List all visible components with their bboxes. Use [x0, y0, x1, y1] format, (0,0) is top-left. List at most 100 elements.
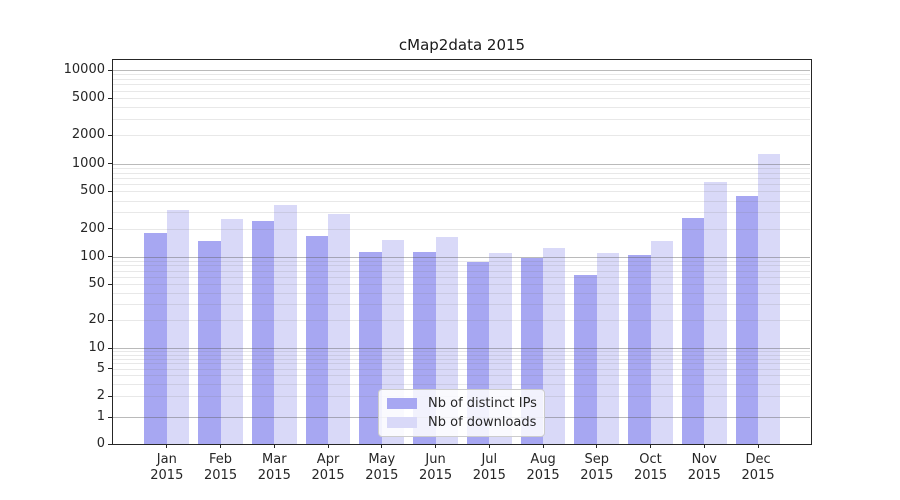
x-tick-month: May: [368, 452, 396, 467]
minor-gridline: [113, 284, 810, 286]
bar-distinct-ips-apr: [305, 235, 329, 444]
chart-title: cMap2data 2015: [398, 36, 526, 54]
x-tick-mark: [703, 444, 705, 448]
y-tick-mark: [108, 97, 112, 99]
x-tick-label: Feb 2015: [193, 452, 249, 484]
x-tick-year: 2015: [311, 468, 345, 483]
y-tick-label: 10000: [63, 62, 105, 77]
minor-gridline: [113, 354, 810, 356]
bar-distinct-ips-jan: [144, 233, 167, 444]
y-tick-mark: [108, 347, 112, 349]
legend-entry-downloads: Nb of downloads: [387, 413, 536, 432]
x-tick-year: 2015: [741, 468, 775, 483]
bar-downloads-nov: [704, 182, 727, 444]
bar-distinct-ips-sep: [574, 275, 597, 444]
bar-downloads-sep: [596, 253, 620, 444]
minor-gridline: [113, 184, 810, 186]
minor-gridline: [113, 79, 810, 81]
minor-gridline: [113, 228, 810, 230]
bar-distinct-ips-oct: [628, 255, 651, 444]
minor-gridline: [113, 135, 810, 137]
x-tick-year: 2015: [634, 468, 668, 483]
x-tick-mark: [757, 444, 759, 448]
minor-gridline: [113, 84, 810, 86]
minor-gridline: [113, 375, 810, 377]
y-tick-label: 5: [96, 360, 105, 376]
minor-gridline: [113, 212, 810, 214]
y-tick-mark: [108, 163, 112, 164]
x-tick-mark: [542, 444, 544, 448]
minor-gridline: [113, 107, 810, 109]
x-tick-month: Oct: [639, 452, 662, 467]
legend-label-downloads: Nb of downloads: [428, 415, 537, 430]
major-gridline: [113, 348, 810, 349]
x-tick-year: 2015: [365, 468, 399, 483]
x-tick-year: 2015: [257, 468, 291, 483]
bar-downloads-dec: [758, 153, 781, 444]
minor-gridline: [113, 292, 810, 294]
major-gridline: [113, 163, 810, 165]
minor-gridline: [113, 191, 810, 193]
x-tick-label: Jun 2015: [408, 452, 464, 484]
x-tick-mark: [166, 444, 168, 448]
x-tick-label: Aug 2015: [515, 452, 571, 484]
minor-gridline: [113, 304, 810, 306]
y-tick-label: 2000: [71, 127, 105, 143]
minor-gridline: [113, 358, 810, 360]
x-tick-year: 2015: [419, 468, 453, 483]
y-tick-mark: [108, 395, 112, 397]
x-tick-label: Jan 2015: [139, 452, 195, 484]
x-tick-label: Nov 2015: [676, 452, 732, 484]
bar-distinct-ips-feb: [198, 241, 221, 444]
x-tick-mark: [488, 444, 490, 448]
minor-gridline: [113, 260, 810, 262]
minor-gridline: [113, 320, 810, 322]
legend: Nb of distinct IPs Nb of downloads: [378, 389, 545, 437]
x-tick-label: Apr 2015: [300, 452, 356, 484]
x-tick-year: 2015: [687, 468, 721, 483]
x-tick-mark: [327, 444, 329, 448]
bar-distinct-ips-may: [359, 252, 382, 444]
x-tick-year: 2015: [204, 468, 238, 483]
x-tick-mark: [273, 444, 275, 448]
major-gridline: [113, 70, 810, 71]
x-tick-mark: [381, 444, 383, 448]
y-tick-label: 20: [88, 312, 105, 328]
bar-downloads-jan: [166, 210, 190, 444]
y-tick-label: 10: [88, 340, 105, 355]
x-tick-mark: [596, 444, 598, 448]
minor-gridline: [113, 270, 810, 272]
y-tick-label: 100: [80, 248, 105, 264]
x-tick-month: Dec: [745, 452, 771, 467]
y-tick-mark: [108, 228, 112, 229]
minor-gridline: [113, 74, 810, 76]
bar-downloads-feb: [220, 219, 243, 444]
y-tick-mark: [108, 69, 112, 71]
major-gridline: [113, 256, 810, 258]
x-tick-year: 2015: [526, 468, 560, 483]
legend-swatch-downloads: [387, 417, 417, 428]
legend-entry-distinct-ips: Nb of distinct IPs: [387, 394, 537, 413]
bar-distinct-ips-mar: [251, 221, 275, 444]
x-tick-month: Apr: [316, 452, 340, 467]
y-tick-mark: [108, 190, 112, 192]
minor-gridline: [113, 167, 810, 169]
x-tick-label: Sep 2015: [569, 452, 625, 484]
minor-gridline: [113, 384, 810, 386]
x-tick-month: Mar: [262, 452, 287, 467]
x-tick-mark: [220, 444, 222, 448]
minor-gridline: [113, 98, 810, 100]
y-tick-label: 200: [80, 220, 105, 236]
x-tick-month: Jan: [156, 452, 177, 467]
y-tick-mark: [108, 416, 112, 418]
x-tick-month: Feb: [209, 452, 233, 467]
y-tick-label: 5000: [71, 90, 105, 106]
y-tick-mark: [108, 256, 112, 257]
legend-label-distinct-ips: Nb of distinct IPs: [428, 396, 537, 411]
y-tick-mark: [108, 368, 112, 370]
minor-gridline: [113, 200, 810, 202]
